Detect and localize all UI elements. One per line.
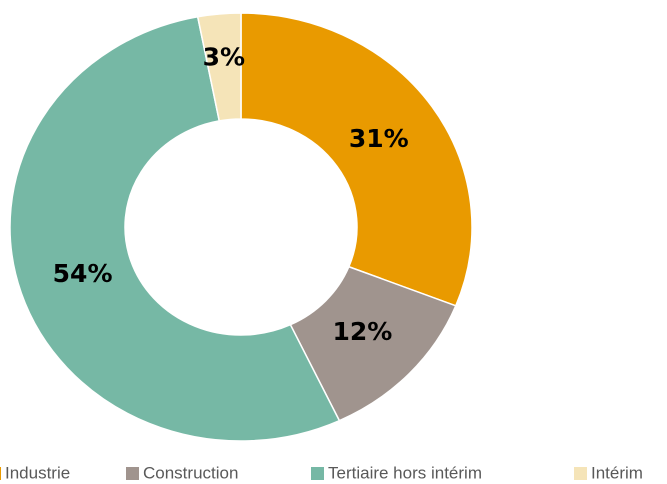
- legend-label: Industrie: [5, 463, 70, 482]
- donut-slice: [196, 12, 242, 122]
- donut-slice: [9, 15, 341, 442]
- legend-swatch: [574, 467, 587, 480]
- legend-label: Tertiaire hors intérim: [328, 463, 482, 482]
- data-label: 12%: [332, 317, 392, 346]
- legend-swatch: [0, 467, 1, 480]
- legend-swatch: [311, 467, 324, 480]
- data-label: 3%: [203, 43, 245, 72]
- data-label: 31%: [349, 124, 409, 153]
- legend-label: Intérim: [591, 463, 643, 482]
- donut-slice: [240, 12, 473, 307]
- legend-label: Construction: [143, 463, 238, 482]
- legend-swatch: [126, 467, 139, 480]
- data-label: 54%: [53, 259, 113, 288]
